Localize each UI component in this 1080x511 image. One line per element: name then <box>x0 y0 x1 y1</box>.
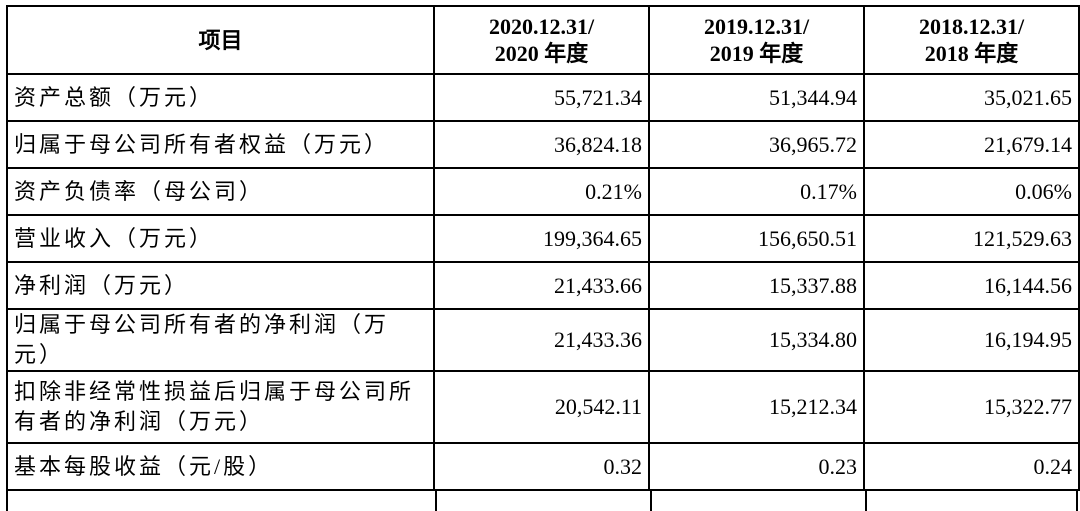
table-row: 基本每股收益（元/股） 0.32 0.23 0.24 <box>6 442 1080 491</box>
table-row: 资产总额（万元） 55,721.34 51,344.94 35,021.65 <box>6 73 1080 122</box>
row-label: 资产总额（万元） <box>6 73 435 122</box>
header-cell: 项目 <box>6 5 435 75</box>
value-cell: 15,212.34 <box>648 370 865 444</box>
header-line: 2018.12.31/ <box>918 14 1025 39</box>
financial-table: 项目 2020.12.31/2020 年度 2019.12.31/2019 年度 20… <box>6 5 1080 491</box>
value-cell: 199,364.65 <box>433 214 650 263</box>
table-row: 资产负债率（母公司） 0.21% 0.17% 0.06% <box>6 167 1080 216</box>
header-cell: 2019.12.31/2019 年度 <box>648 5 865 75</box>
header-row: 项目 2020.12.31/2020 年度 2019.12.31/2019 年度 20… <box>6 5 1080 75</box>
header-cell: 2020.12.31/2020 年度 <box>433 5 650 75</box>
table-row: 营业收入（万元） 199,364.65 156,650.51 121,529.63 <box>6 214 1080 263</box>
value-cell: 16,194.95 <box>863 308 1080 372</box>
page: 项目 2020.12.31/2020 年度 2019.12.31/2019 年度 20… <box>6 5 1080 511</box>
value-cell: 15,334.80 <box>648 308 865 372</box>
value-cell: 15,322.77 <box>863 370 1080 444</box>
value-cell: 20,542.11 <box>433 370 650 444</box>
value-cell: 36,965.72 <box>648 120 865 169</box>
table-continuation <box>6 491 1078 511</box>
value-cell: 35,021.65 <box>863 73 1080 122</box>
value-cell: 36,824.18 <box>433 120 650 169</box>
header-line: 2019 年度 <box>709 41 804 66</box>
header-line: 2018 年度 <box>924 41 1019 66</box>
value-cell: 0.32 <box>433 442 650 491</box>
value-cell: 0.06% <box>863 167 1080 216</box>
row-label: 归属于母公司所有者权益（万元） <box>6 120 435 169</box>
value-cell: 0.21% <box>433 167 650 216</box>
value-cell: 0.17% <box>648 167 865 216</box>
row-label: 净利润（万元） <box>6 261 435 310</box>
value-cell: 21,433.66 <box>433 261 650 310</box>
table-row: 归属于母公司所有者的净利润（万元） 21,433.36 15,334.80 16,19… <box>6 308 1080 372</box>
value-cell: 15,337.88 <box>648 261 865 310</box>
header-line: 2020 年度 <box>494 41 589 66</box>
value-cell: 21,433.36 <box>433 308 650 372</box>
row-label: 基本每股收益（元/股） <box>6 442 435 491</box>
value-cell: 121,529.63 <box>863 214 1080 263</box>
value-cell: 51,344.94 <box>648 73 865 122</box>
value-cell: 0.24 <box>863 442 1080 491</box>
value-cell: 16,144.56 <box>863 261 1080 310</box>
row-label: 扣除非经常性损益后归属于母公司所有者的净利润（万元） <box>6 370 435 444</box>
row-label: 归属于母公司所有者的净利润（万元） <box>6 308 435 372</box>
value-cell: 0.23 <box>648 442 865 491</box>
value-cell: 21,679.14 <box>863 120 1080 169</box>
table-row: 净利润（万元） 21,433.66 15,337.88 16,144.56 <box>6 261 1080 310</box>
value-cell: 55,721.34 <box>433 73 650 122</box>
row-label: 营业收入（万元） <box>6 214 435 263</box>
header-cell: 2018.12.31/2018 年度 <box>863 5 1080 75</box>
header-line: 项目 <box>198 27 243 53</box>
header-line: 2019.12.31/ <box>703 14 810 39</box>
value-cell: 156,650.51 <box>648 214 865 263</box>
row-label: 资产负债率（母公司） <box>6 167 435 216</box>
table-row: 扣除非经常性损益后归属于母公司所有者的净利润（万元） 20,542.11 15,21… <box>6 370 1080 444</box>
table-row: 归属于母公司所有者权益（万元） 36,824.18 36,965.72 21,679.… <box>6 120 1080 169</box>
header-line: 2020.12.31/ <box>488 14 595 39</box>
